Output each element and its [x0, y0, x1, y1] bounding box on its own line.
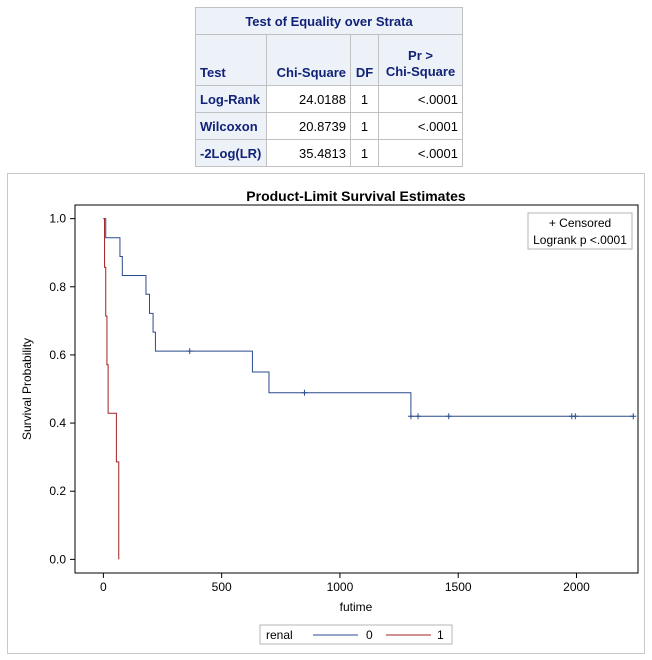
chart-title: Product-Limit Survival Estimates — [246, 188, 466, 204]
header-p-value: Pr > Chi-Square — [378, 34, 463, 86]
row-chi-square: 20.8739 — [266, 112, 351, 140]
y-axis-label: Survival Probability — [20, 338, 34, 440]
censor-mark-0-1 — [301, 389, 308, 396]
header-chi-square: Chi-Square — [266, 34, 351, 86]
x-tick-label-0: 0 — [100, 580, 107, 594]
legend: renal 0 1 — [259, 624, 453, 645]
table-title: Test of Equality over Strata — [195, 7, 463, 35]
series-line-1 — [103, 218, 120, 560]
row-test-name: Wilcoxon — [195, 112, 267, 140]
censor-mark-0-3 — [415, 413, 422, 420]
y-tick-label-1: 0.2 — [49, 484, 66, 498]
header-p-line1: Pr > — [408, 48, 433, 63]
inset-censored-label: + Censored — [549, 216, 611, 230]
row-p-value: <.0001 — [378, 139, 463, 167]
legend-title: renal — [266, 628, 293, 642]
row-test-name: -2Log(LR) — [195, 139, 267, 167]
plot-area-border — [74, 204, 639, 574]
survival-plot-frame: Product-Limit Survival Estimates 0 500 100… — [7, 173, 645, 654]
censor-mark-0-7 — [630, 413, 637, 420]
header-df: DF — [350, 34, 379, 86]
series-line-0 — [103, 218, 634, 417]
y-tick-label-5: 1.0 — [49, 212, 66, 226]
inset-border — [527, 212, 633, 250]
table-row: Log-Rank 24.0188 1 <.0001 — [195, 85, 463, 113]
row-test-name: Log-Rank — [195, 85, 267, 113]
row-p-value: <.0001 — [378, 85, 463, 113]
row-p-value: <.0001 — [378, 112, 463, 140]
censor-mark-0-4 — [445, 413, 452, 420]
censor-mark-0-2 — [407, 413, 414, 420]
inset-logrank-label: Logrank p <.0001 — [533, 233, 627, 247]
axes-layer: 0 500 1000 1500 2000 0.0 0.2 0.4 0.6 0.8 1.0 — [49, 212, 590, 594]
row-df: 1 — [350, 139, 379, 167]
series-layer — [103, 218, 637, 560]
row-df: 1 — [350, 85, 379, 113]
header-test: Test — [195, 34, 267, 86]
y-tick-label-4: 0.8 — [49, 280, 66, 294]
y-tick-label-0: 0.0 — [49, 552, 66, 566]
legend-label-1: 1 — [437, 628, 444, 642]
row-chi-square: 24.0188 — [266, 85, 351, 113]
x-tick-label-3: 1500 — [445, 580, 472, 594]
y-tick-label-2: 0.4 — [49, 416, 66, 430]
censor-mark-0-6 — [572, 413, 579, 420]
table-row: Wilcoxon 20.8739 1 <.0001 — [195, 112, 463, 140]
row-chi-square: 35.4813 — [266, 139, 351, 167]
x-tick-label-2: 1000 — [327, 580, 354, 594]
x-tick-label-1: 500 — [212, 580, 232, 594]
survival-plot: Product-Limit Survival Estimates 0 500 100… — [20, 188, 639, 645]
y-tick-label-3: 0.6 — [49, 348, 66, 362]
row-df: 1 — [350, 112, 379, 140]
inset-box: + Censored Logrank p <.0001 — [527, 212, 633, 250]
header-p-line2: Chi-Square — [385, 64, 456, 79]
strata-test-table: Test of Equality over Strata Test Chi-Sq… — [195, 7, 463, 167]
x-axis-label: futime — [340, 600, 373, 614]
censor-mark-0-0 — [186, 348, 193, 355]
x-tick-label-4: 2000 — [563, 580, 590, 594]
legend-label-0: 0 — [366, 628, 373, 642]
table-row: -2Log(LR) 35.4813 1 <.0001 — [195, 139, 463, 167]
